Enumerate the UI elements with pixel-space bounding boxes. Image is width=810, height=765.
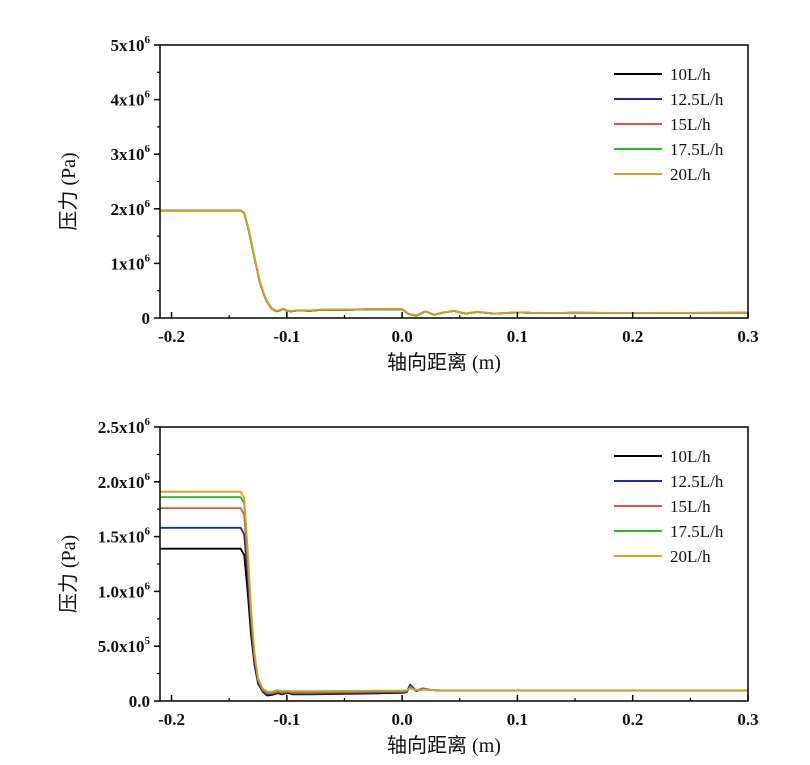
y-tick-label: 2.0x106: [98, 471, 151, 492]
y-axis-title: 压力 (Pa): [57, 535, 80, 613]
y-axis-title: 压力 (Pa): [57, 152, 80, 230]
y-tick-label: 0.0: [129, 692, 150, 711]
y-tick-label: 0: [142, 309, 151, 328]
y-tick-label: 1.5x106: [98, 526, 151, 547]
legend-label: 17.5L/h: [670, 140, 724, 159]
x-tick-label: 0.0: [391, 710, 412, 729]
x-tick-label: -0.1: [273, 327, 300, 346]
x-tick-label: 0.1: [507, 710, 528, 729]
x-tick-label: 0.1: [507, 327, 528, 346]
legend-label: 12.5L/h: [670, 90, 724, 109]
series-line-20Lh: [160, 210, 748, 317]
y-tick-label: 2.5x106: [98, 416, 151, 437]
chart-1: -0.2 -0.1 0.0 0.1 0.2 0.3 0 1x106 2x106 3x106 4x10…: [57, 34, 759, 374]
x-tick-label: 0.2: [622, 327, 643, 346]
legend-label: 10L/h: [670, 447, 711, 466]
chart-2: -0.2 -0.1 0.0 0.1 0.2 0.3 0.0 5.0x105 1.0x106 1.5…: [57, 416, 759, 757]
legend-label: 20L/h: [670, 547, 711, 566]
legend-label: 15L/h: [670, 115, 711, 134]
x-tick-label: -0.1: [273, 710, 300, 729]
y-tick-label: 1.0x106: [98, 580, 151, 601]
y-tick-label: 4x106: [111, 89, 151, 110]
x-tick-label: 0.3: [737, 710, 758, 729]
y-tick-label: 2x106: [111, 198, 151, 219]
x-axis-title: 轴向距离 (m): [387, 734, 501, 757]
x-tick-label: 0.2: [622, 710, 643, 729]
y-tick-label: 5x106: [111, 34, 151, 55]
y-tick-label: 3x106: [111, 143, 151, 164]
y-tick-label: 5.0x105: [98, 635, 151, 656]
x-tick-label: 0.3: [737, 327, 758, 346]
legend-label: 10L/h: [670, 65, 711, 84]
legend-label: 20L/h: [670, 165, 711, 184]
x-tick-label: -0.2: [158, 327, 185, 346]
legend-label: 12.5L/h: [670, 472, 724, 491]
legend-label: 17.5L/h: [670, 522, 724, 541]
x-tick-label: 0.0: [391, 327, 412, 346]
y-tick-label: 1x106: [111, 252, 151, 273]
series-line-20Lh: [160, 490, 748, 693]
x-axis-title: 轴向距离 (m): [387, 351, 501, 374]
x-tick-label: -0.2: [158, 710, 185, 729]
legend-label: 15L/h: [670, 497, 711, 516]
plot-frame: [159, 44, 749, 319]
